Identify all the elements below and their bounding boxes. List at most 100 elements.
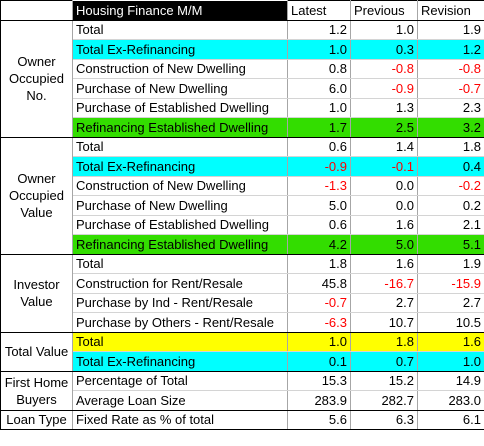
revision-value: 2.1 xyxy=(417,215,484,235)
revision-value: 1.8 xyxy=(417,137,484,157)
table-row: Loan Type Fixed Rate as % of total 5.6 6… xyxy=(0,410,484,430)
table-row: First Home Buyers Percentage of Total 15… xyxy=(0,371,484,411)
latest-value: -6.3 xyxy=(287,312,351,333)
table-row: Refinancing Established Dwelling 1.7 2.5… xyxy=(1,117,484,138)
previous-value: 1.4 xyxy=(350,137,418,157)
revision-value: 2.3 xyxy=(417,98,484,118)
group-label-total-value: Total Value xyxy=(0,332,73,372)
previous-value: 10.7 xyxy=(350,312,418,333)
row-label: Total xyxy=(72,254,288,274)
previous-value: 2.5 xyxy=(350,117,418,138)
group-label-loan-type: Loan Type xyxy=(0,410,73,430)
table-row: Owner Occupied No. Total 1.2 1.0 1.9 xyxy=(0,20,484,138)
revision-value: 1.0 xyxy=(417,351,484,372)
latest-value: 6.0 xyxy=(287,78,351,99)
revision-value: -0.2 xyxy=(417,176,484,196)
revision-value: 1.9 xyxy=(417,254,484,274)
row-label: Purchase by Others - Rent/Resale xyxy=(72,312,288,333)
revision-value: 283.0 xyxy=(417,390,484,411)
row-label: Percentage of Total xyxy=(72,371,288,391)
row-label: Refinancing Established Dwelling xyxy=(72,234,288,255)
previous-value: 0.0 xyxy=(350,176,418,196)
latest-value: 283.9 xyxy=(287,390,351,411)
row-label: Construction for Rent/Resale xyxy=(72,273,288,294)
table-row: Total Ex-Refinancing -0.9 -0.1 0.4 xyxy=(1,156,484,177)
table-row: Average Loan Size 283.9 282.7 283.0 xyxy=(1,390,484,411)
row-label: Total xyxy=(72,20,288,40)
row-label: Total xyxy=(72,332,288,352)
table-row: Purchase of Established Dwelling 1.0 1.3… xyxy=(1,98,484,118)
previous-value: 0.3 xyxy=(350,39,418,60)
table-row: Owner Occupied Value Total 0.6 1.4 1.8 xyxy=(0,137,484,255)
revision-value: 6.1 xyxy=(417,410,484,430)
row-label: Refinancing Established Dwelling xyxy=(72,117,288,138)
latest-value: 1.0 xyxy=(287,332,351,352)
row-label: Purchase by Ind - Rent/Resale xyxy=(72,293,288,313)
latest-value: 0.6 xyxy=(287,137,351,157)
latest-value: 4.2 xyxy=(287,234,351,255)
table-row: Purchase of New Dwelling 5.0 0.0 0.2 xyxy=(1,195,484,216)
row-label: Construction of New Dwelling xyxy=(72,59,288,79)
group-label-investor-value: Investor Value xyxy=(0,254,73,333)
latest-value: 5.6 xyxy=(287,410,351,430)
row-label: Purchase of Established Dwelling xyxy=(72,98,288,118)
latest-value: 45.8 xyxy=(287,273,351,294)
row-label: Fixed Rate as % of total xyxy=(72,410,288,430)
revision-value: 1.9 xyxy=(417,20,484,40)
row-label: Purchase of New Dwelling xyxy=(72,78,288,99)
revision-value: 5.1 xyxy=(417,234,484,255)
previous-value: 0.0 xyxy=(350,195,418,216)
previous-value: 1.6 xyxy=(350,254,418,274)
previous-value: 6.3 xyxy=(350,410,418,430)
previous-value: -16.7 xyxy=(350,273,418,294)
revision-value: 1.2 xyxy=(417,39,484,60)
housing-finance-table: Housing Finance M/M Latest Previous Revi… xyxy=(0,0,484,430)
row-label: Purchase of New Dwelling xyxy=(72,195,288,216)
row-label: Construction of New Dwelling xyxy=(72,176,288,196)
header-row: Housing Finance M/M Latest Previous Revi… xyxy=(0,0,484,21)
group-label-owner-occupied-no: Owner Occupied No. xyxy=(0,20,73,138)
latest-value: 1.7 xyxy=(287,117,351,138)
revision-value: 2.7 xyxy=(417,293,484,313)
table-row: Construction of New Dwelling -1.3 0.0 -0… xyxy=(1,176,484,196)
revision-value: 14.9 xyxy=(417,371,484,391)
row-label: Average Loan Size xyxy=(72,390,288,411)
table-row: Refinancing Established Dwelling 4.2 5.0… xyxy=(1,234,484,255)
table-row: Purchase of New Dwelling 6.0 -0.9 -0.7 xyxy=(1,78,484,99)
previous-value: -0.9 xyxy=(350,78,418,99)
latest-value: -0.9 xyxy=(287,156,351,177)
previous-value: 1.3 xyxy=(350,98,418,118)
revision-value: -0.8 xyxy=(417,59,484,79)
latest-value: -0.7 xyxy=(287,293,351,313)
revision-value: -15.9 xyxy=(417,273,484,294)
table-title: Housing Finance M/M xyxy=(72,0,288,21)
group-label-first-home-buyers: First Home Buyers xyxy=(0,371,73,411)
revision-value: 3.2 xyxy=(417,117,484,138)
previous-value: 15.2 xyxy=(350,371,418,391)
row-label: Purchase of Established Dwelling xyxy=(72,215,288,235)
previous-value: 1.8 xyxy=(350,332,418,352)
previous-value: -0.8 xyxy=(350,59,418,79)
latest-value: 0.8 xyxy=(287,59,351,79)
latest-value: 0.1 xyxy=(287,351,351,372)
revision-value: 0.2 xyxy=(417,195,484,216)
latest-value: 1.8 xyxy=(287,254,351,274)
latest-value: 0.6 xyxy=(287,215,351,235)
previous-value: 0.7 xyxy=(350,351,418,372)
revision-value: 1.6 xyxy=(417,332,484,352)
latest-value: 5.0 xyxy=(287,195,351,216)
table-row: Total Ex-Refinancing 1.0 0.3 1.2 xyxy=(1,39,484,60)
column-header-revision: Revision xyxy=(417,0,484,21)
row-label: Total Ex-Refinancing xyxy=(72,351,288,372)
table-row: Investor Value Total 1.8 1.6 1.9 xyxy=(0,254,484,333)
latest-value: 15.3 xyxy=(287,371,351,391)
previous-value: -0.1 xyxy=(350,156,418,177)
latest-value: 1.0 xyxy=(287,39,351,60)
row-label: Total Ex-Refinancing xyxy=(72,156,288,177)
previous-value: 5.0 xyxy=(350,234,418,255)
previous-value: 282.7 xyxy=(350,390,418,411)
row-label: Total Ex-Refinancing xyxy=(72,39,288,60)
latest-value: -1.3 xyxy=(287,176,351,196)
table-row: Purchase by Others - Rent/Resale -6.3 10… xyxy=(1,312,484,333)
revision-value: 0.4 xyxy=(417,156,484,177)
